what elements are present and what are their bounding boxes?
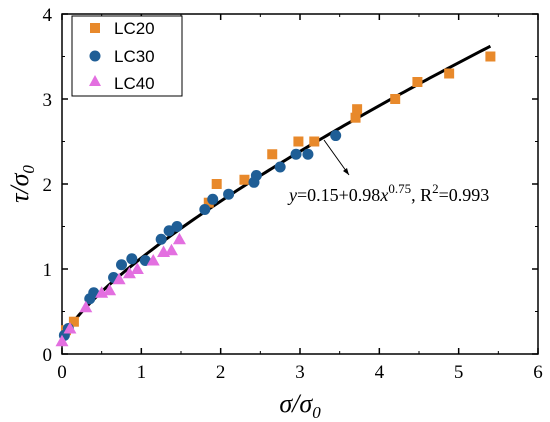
point-lc30 <box>199 204 211 215</box>
annotation-arrow <box>323 139 350 176</box>
point-lc40 <box>112 272 126 285</box>
point-lc30 <box>155 233 167 245</box>
legend-label-lc30: LC30 <box>114 47 155 66</box>
axis-ticks <box>61 13 539 355</box>
point-lc40 <box>79 300 93 313</box>
point-lc20 <box>444 68 455 79</box>
point-lc30 <box>302 148 314 160</box>
point-lc30 <box>207 193 219 205</box>
x-tick-label: 5 <box>454 362 464 383</box>
x-tick-label: 6 <box>533 362 543 383</box>
point-lc40 <box>55 334 69 347</box>
data-points <box>55 51 496 347</box>
legend-marker-lc20 <box>90 23 100 33</box>
x-tick-label: 4 <box>375 362 385 383</box>
point-lc40 <box>103 283 117 296</box>
point-lc20 <box>485 51 496 62</box>
point-lc20 <box>239 174 250 185</box>
legend-label-lc20: LC20 <box>114 19 155 38</box>
fit-annotation: y=0.15+0.98x0.75, R2=0.993 <box>287 139 489 205</box>
x-axis-title: σ/σ0 <box>279 389 321 422</box>
point-lc20 <box>390 94 401 104</box>
y-tick-label: 3 <box>43 90 53 111</box>
x-tick-label: 3 <box>295 362 305 383</box>
point-lc30 <box>171 221 183 232</box>
point-lc40 <box>146 254 160 266</box>
y-tick-label: 4 <box>43 5 53 26</box>
point-lc20 <box>352 104 363 115</box>
point-lc30 <box>290 148 302 160</box>
point-lc20 <box>350 112 361 123</box>
point-lc40 <box>130 262 144 274</box>
point-lc30 <box>116 259 127 271</box>
point-lc20 <box>412 77 423 87</box>
x-tick-label: 2 <box>216 362 226 383</box>
y-tick-label: 1 <box>43 260 53 281</box>
x-tick-label: 0 <box>57 362 67 383</box>
legend-marker-lc30 <box>89 50 101 62</box>
x-tick-label: 1 <box>137 362 147 383</box>
point-lc20 <box>309 136 320 147</box>
y-tick-label: 2 <box>43 175 53 196</box>
point-lc40 <box>164 243 178 256</box>
legend-marker-lc40 <box>89 75 101 86</box>
point-lc20 <box>211 179 222 189</box>
annotation-arrowhead <box>343 168 349 175</box>
y-axis-title: τ/σ0 <box>5 165 38 203</box>
fit-equation: y=0.15+0.98x0.75, R2=0.993 <box>287 181 489 205</box>
point-lc40 <box>63 322 77 334</box>
point-lc20 <box>293 136 304 147</box>
point-lc30 <box>223 188 235 200</box>
point-lc30 <box>126 253 138 265</box>
point-lc30 <box>274 161 286 173</box>
tick-labels: 0 1 2 3 4 5 6 0 1 2 3 4 <box>43 5 543 383</box>
legend: LC20 LC30 LC40 <box>71 15 183 97</box>
point-lc40 <box>122 266 136 279</box>
point-lc30 <box>250 170 262 181</box>
point-lc20 <box>68 316 79 327</box>
point-lc30 <box>330 130 342 142</box>
point-lc40 <box>172 232 186 245</box>
point-lc20 <box>267 149 278 160</box>
y-tick-label: 0 <box>43 345 53 366</box>
legend-label-lc40: LC40 <box>114 74 155 93</box>
